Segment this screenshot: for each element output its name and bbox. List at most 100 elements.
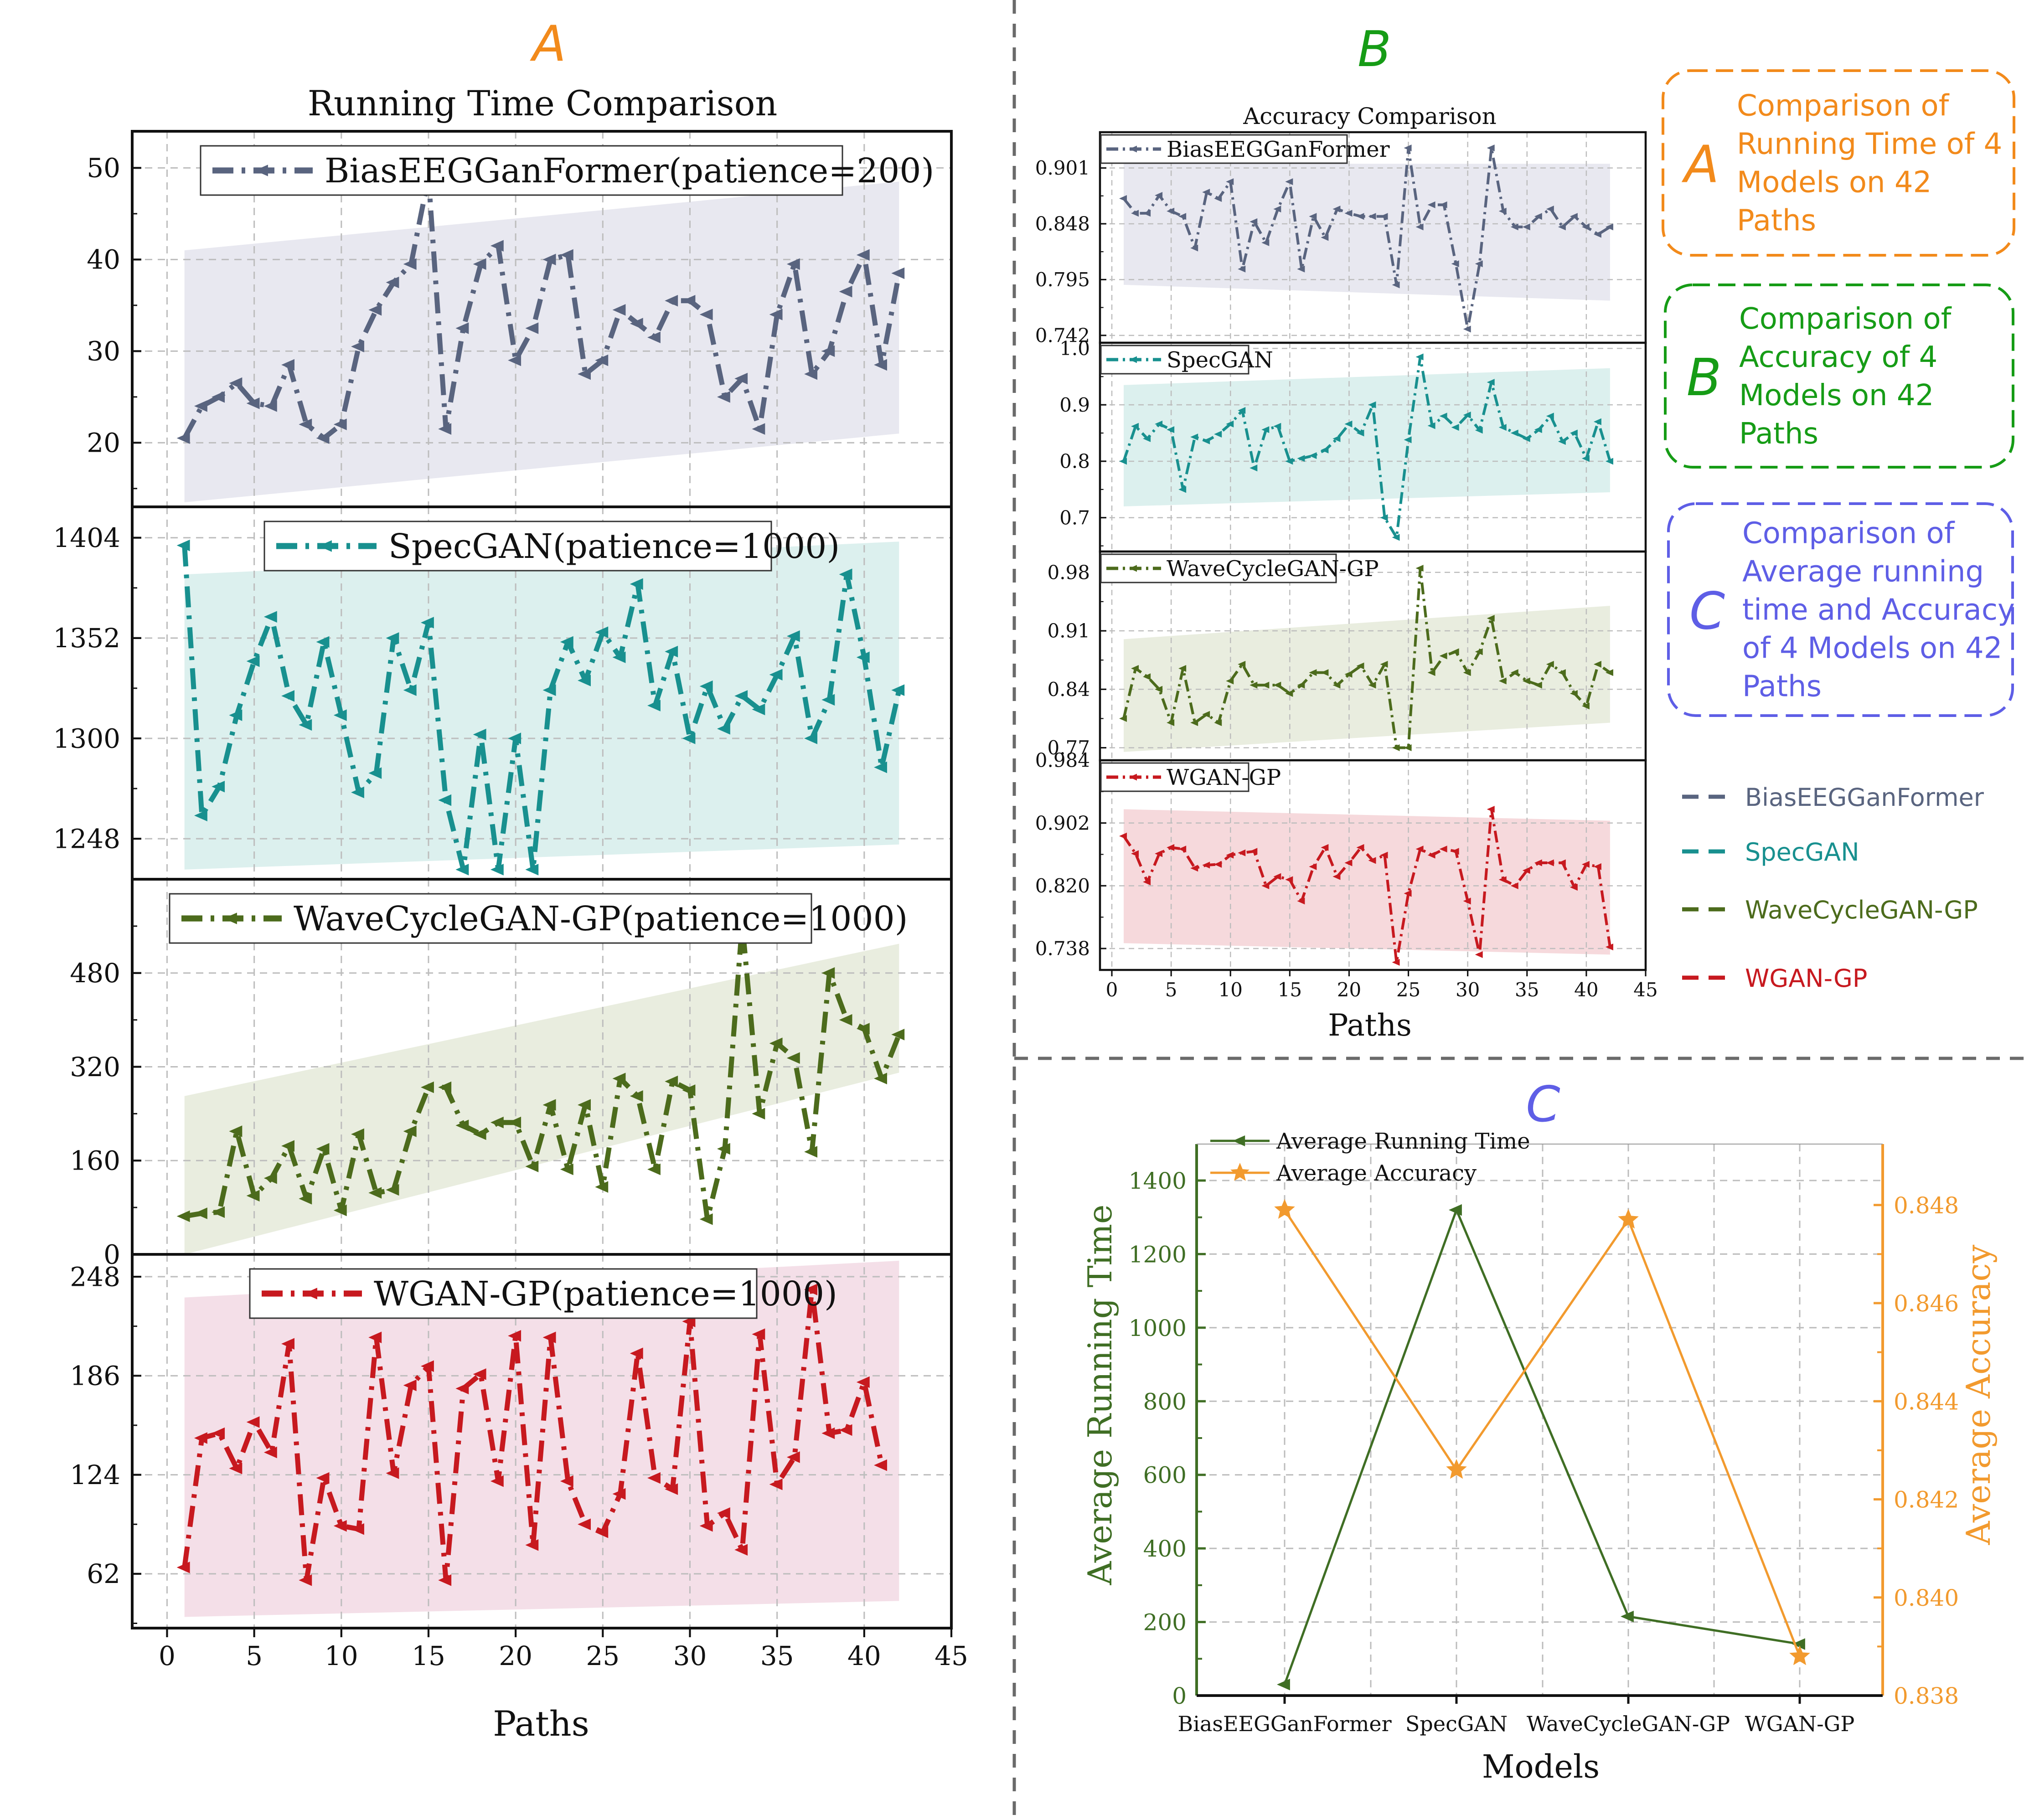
- b-ytick-label-1-2: 0.9: [1059, 394, 1090, 416]
- b-point-3-16: [1309, 863, 1317, 870]
- b-point-0-34: [1522, 223, 1530, 231]
- a-subplot-1: 1248 1300 1352 1404 SpecGAN(patience=1000): [53, 505, 953, 881]
- a-point-3-14: [420, 1360, 434, 1372]
- b-legend-marker-3: [1129, 773, 1137, 781]
- a-point-3-1: [194, 1432, 207, 1444]
- a-point-0-34: [769, 309, 783, 320]
- b-legend-marker-0: [1129, 145, 1137, 153]
- b-point-1-14: [1285, 458, 1293, 465]
- c-legend-label-1: Average Accuracy: [1276, 1160, 1477, 1186]
- b-legend-3: WGAN-GP: [1100, 762, 1281, 792]
- a-point-2-41: [891, 1029, 905, 1041]
- b-point-1-18: [1332, 435, 1341, 442]
- a-point-0-3: [229, 377, 243, 389]
- a-point-0-17: [473, 258, 486, 270]
- callout-text-0-0: Comparison of: [1737, 89, 1950, 123]
- a-point-3-32: [734, 1544, 748, 1556]
- b-ytick-label-0-2: 0.848: [1035, 213, 1090, 235]
- a-point-1-24: [595, 626, 609, 638]
- a-point-1-11: [368, 767, 382, 779]
- b-point-2-11: [1250, 681, 1258, 689]
- b-point-3-40: [1593, 863, 1601, 870]
- a-point-0-25: [612, 304, 626, 316]
- b-point-0-14: [1285, 178, 1293, 186]
- b-point-3-7: [1202, 861, 1210, 869]
- a-legend-label-2: WaveCycleGAN-GP(patience=1000): [294, 899, 908, 938]
- a-point-2-37: [821, 967, 835, 979]
- b-xtick-label-7: 35: [1515, 979, 1539, 1001]
- a-point-0-24: [595, 354, 609, 366]
- b-point-2-15: [1297, 681, 1305, 689]
- b-ytick-label-1-1: 0.8: [1059, 450, 1090, 473]
- a-xtick-label-7: 35: [760, 1640, 794, 1671]
- a-point-1-16: [455, 864, 469, 876]
- c-point-running-0: [1277, 1679, 1290, 1691]
- panel-c-averages: 0 200 400 600 800 1000 1200 1400 0.838 0.840 0.842…: [1081, 1129, 1998, 1785]
- a-point-1-32: [734, 690, 748, 702]
- a-point-3-12: [386, 1467, 399, 1479]
- a-point-2-17: [473, 1128, 486, 1140]
- b-point-3-2: [1143, 878, 1151, 886]
- a-ytick-label-2-1: 160: [70, 1145, 120, 1176]
- b-band-2: [1124, 606, 1610, 752]
- a-point-2-7: [299, 1193, 312, 1205]
- a-point-1-9: [333, 709, 347, 721]
- a-band-0: [184, 181, 899, 502]
- b-point-3-6: [1190, 865, 1198, 872]
- a-legend-marker-0: [255, 165, 268, 176]
- c-point-running-3: [1792, 1638, 1805, 1650]
- a-ytick-label-1-0: 1248: [53, 823, 120, 854]
- callout-text-1-2: Models on 42: [1739, 379, 1934, 412]
- a-point-3-26: [630, 1347, 643, 1360]
- b-point-2-17: [1321, 669, 1329, 676]
- a-point-0-19: [508, 354, 521, 366]
- a-xtick-label-2: 10: [325, 1640, 358, 1671]
- b-point-3-17: [1321, 844, 1329, 851]
- b-point-2-39: [1581, 702, 1590, 710]
- a-point-1-7: [299, 719, 312, 731]
- b-point-1-15: [1297, 455, 1305, 462]
- b-point-3-30: [1475, 951, 1483, 958]
- c-legend-marker-0: [1233, 1135, 1245, 1146]
- b-point-2-38: [1570, 690, 1578, 697]
- b-xtick-label-6: 30: [1456, 979, 1480, 1001]
- a-point-0-5: [263, 400, 277, 412]
- a-point-3-20: [525, 1539, 539, 1551]
- a-point-3-23: [578, 1518, 591, 1530]
- a-point-0-4: [246, 397, 260, 409]
- a-subplot-0: 20 30 40 50 BiasEEGGanFormer(patience=200): [87, 130, 953, 508]
- a-point-3-27: [647, 1472, 661, 1484]
- b-point-0-29: [1463, 325, 1471, 333]
- b-point-0-2: [1143, 210, 1151, 217]
- b-point-2-14: [1285, 690, 1293, 697]
- b-point-3-14: [1285, 876, 1293, 883]
- b-point-3-9: [1226, 851, 1234, 859]
- a-point-3-17: [473, 1368, 486, 1380]
- b-point-1-41: [1605, 458, 1613, 465]
- a-point-1-25: [612, 651, 626, 663]
- b-point-0-33: [1510, 223, 1518, 231]
- a-point-0-35: [786, 258, 800, 270]
- callout-text-1-3: Paths: [1739, 417, 1818, 451]
- a-point-1-0: [176, 539, 190, 552]
- a-point-1-29: [682, 732, 696, 744]
- a-ytick-label-0-0: 20: [87, 428, 120, 459]
- b-point-2-24: [1404, 744, 1412, 752]
- b-point-1-31: [1487, 379, 1495, 386]
- b-point-0-18: [1332, 206, 1341, 213]
- a-point-3-38: [839, 1424, 852, 1436]
- right-legend-label-2: WaveCycleGAN-GP: [1745, 896, 1978, 924]
- a-point-2-13: [403, 1125, 417, 1137]
- b-point-1-8: [1214, 431, 1222, 438]
- b-point-0-6: [1190, 244, 1198, 252]
- a-point-0-31: [717, 391, 730, 403]
- b-point-2-8: [1214, 719, 1222, 727]
- a-point-0-6: [281, 359, 295, 371]
- b-legend-label-2: WaveCycleGAN-GP: [1167, 556, 1379, 582]
- b-point-1-28: [1451, 424, 1459, 431]
- callout-1: B Comparison of Accuracy of 4 Models on 42 P…: [1664, 284, 2014, 469]
- a-point-2-9: [333, 1204, 347, 1217]
- b-point-2-12: [1261, 681, 1270, 689]
- b-point-3-37: [1558, 859, 1566, 866]
